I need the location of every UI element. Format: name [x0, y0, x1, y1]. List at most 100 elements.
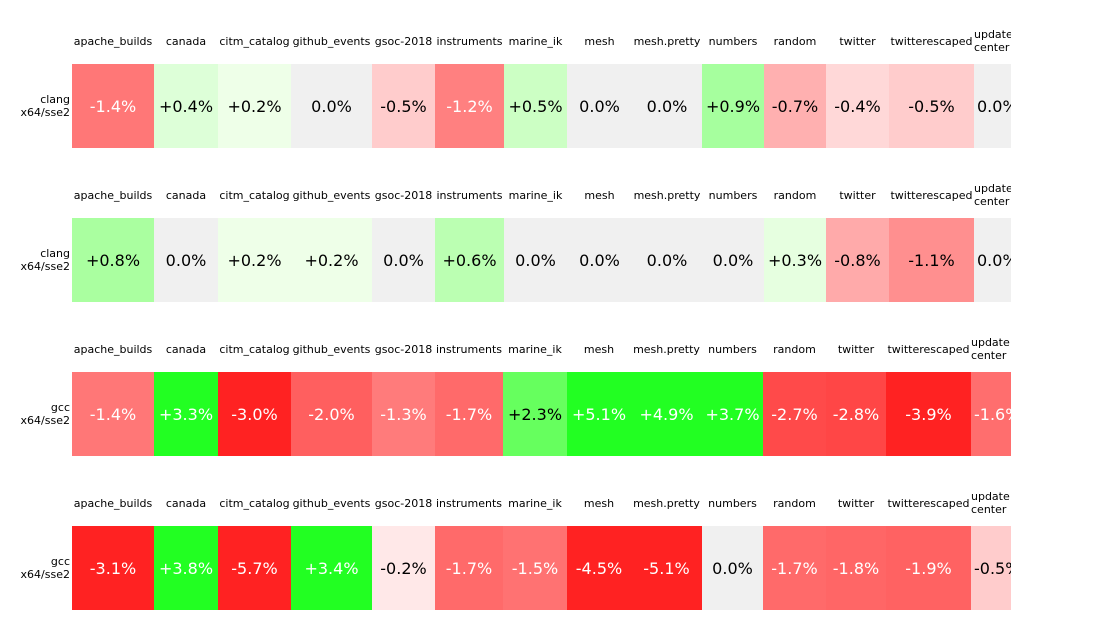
heatmap-cell: -4.5%	[567, 526, 631, 610]
heatmap-cell: 0.0%	[974, 218, 1011, 302]
heatmap-cell: -1.5%	[503, 526, 567, 610]
heatmap-cell: -2.8%	[826, 372, 886, 456]
column-header: twitter	[839, 189, 876, 202]
column-header: gsoc-2018	[374, 343, 433, 356]
heatmap-cell: -0.7%	[764, 64, 826, 148]
heatmap-cell: +3.3%	[154, 372, 218, 456]
heatmap-cell: +2.3%	[503, 372, 567, 456]
heatmap-cell: +0.6%	[435, 218, 504, 302]
column-header: update center	[971, 336, 1010, 362]
column-header: instruments	[435, 497, 503, 510]
heatmap-cell: -1.4%	[72, 64, 154, 148]
heatmap-cell: +0.5%	[504, 64, 567, 148]
column-header: update center	[974, 182, 1011, 208]
heatmap-cell: -5.1%	[631, 526, 702, 610]
heatmap-cell: -1.7%	[435, 372, 503, 456]
heatmap-cell: -0.5%	[971, 526, 1011, 610]
column-header: mesh	[583, 343, 615, 356]
column-header: canada	[165, 497, 207, 510]
heatmap-cell: +0.3%	[764, 218, 826, 302]
row-label-line: clang	[40, 93, 70, 106]
heatmap-cell: -1.2%	[435, 64, 504, 148]
row-label-line: clang	[40, 247, 70, 260]
column-header: numbers	[708, 343, 757, 356]
column-header: gsoc-2018	[374, 35, 433, 48]
column-header: twitterescaped	[890, 189, 973, 202]
heatmap-cell: -1.1%	[889, 218, 974, 302]
row-label-line: gcc	[50, 555, 70, 568]
column-header: canada	[165, 343, 207, 356]
column-header: twitterescaped	[887, 343, 970, 356]
column-header: numbers	[708, 497, 757, 510]
row-label: clang x64/sse2	[0, 93, 70, 119]
row-label-line: gcc	[50, 401, 70, 414]
column-header: mesh	[584, 35, 615, 48]
column-header: canada	[165, 35, 207, 48]
column-header: apache_builds	[73, 497, 153, 510]
column-header: twitterescaped	[890, 35, 973, 48]
heatmap-cell: 0.0%	[291, 64, 372, 148]
row-label-line: x64/sse2	[20, 568, 70, 581]
heatmap-cell: -2.0%	[291, 372, 372, 456]
column-header: random	[773, 189, 817, 202]
heatmap-cell: +0.2%	[218, 218, 291, 302]
heatmap-cell: 0.0%	[504, 218, 567, 302]
heatmap-cell: -0.5%	[372, 64, 435, 148]
heatmap-cell: -1.9%	[886, 526, 971, 610]
column-header: update center	[974, 28, 1011, 54]
heatmap-cell: +3.7%	[702, 372, 763, 456]
column-header: mesh	[584, 189, 615, 202]
column-header: apache_builds	[73, 35, 153, 48]
column-header: gsoc-2018	[374, 189, 433, 202]
row-label: gcc x64/sse2	[0, 555, 70, 581]
column-header: marine_ik	[508, 497, 562, 510]
row-label-line: x64/sse2	[20, 106, 70, 119]
column-header: citm_catalog	[219, 35, 290, 48]
heatmap-cell: +3.4%	[291, 526, 372, 610]
row-label-line: x64/sse2	[20, 414, 70, 427]
heatmap-cell: -3.0%	[218, 372, 291, 456]
heatmap-cell: -3.1%	[72, 526, 154, 610]
heatmap-cell: -2.7%	[763, 372, 826, 456]
column-header: numbers	[708, 189, 758, 202]
heatmap-cell: +0.9%	[702, 64, 764, 148]
column-header: apache_builds	[73, 189, 153, 202]
column-header: github_events	[292, 189, 371, 202]
heatmap-cell: +0.8%	[72, 218, 154, 302]
row-label-line: x64/sse2	[20, 260, 70, 273]
column-header: random	[773, 497, 816, 510]
column-header: instruments	[436, 189, 503, 202]
column-header: mesh.pretty	[633, 343, 700, 356]
column-header: marine_ik	[508, 343, 562, 356]
column-header: mesh	[583, 497, 615, 510]
heatmap-cell: -1.6%	[971, 372, 1011, 456]
column-header: twitter	[837, 497, 875, 510]
heatmap-cell: 0.0%	[632, 64, 702, 148]
heatmap-cell: +0.4%	[154, 64, 218, 148]
column-header: mesh.pretty	[633, 497, 700, 510]
heatmap-cell: 0.0%	[632, 218, 702, 302]
heatmap-cell: -0.8%	[826, 218, 889, 302]
column-header: gsoc-2018	[374, 497, 433, 510]
heatmap-cell: -5.7%	[218, 526, 291, 610]
column-header: update center	[971, 490, 1010, 516]
column-header: mesh.pretty	[633, 35, 701, 48]
heatmap-cell: 0.0%	[567, 218, 632, 302]
heatmap-cell: -0.2%	[372, 526, 435, 610]
column-header: random	[773, 343, 816, 356]
heatmap-cell: 0.0%	[567, 64, 632, 148]
column-header: marine_ik	[508, 189, 563, 202]
heatmap-cell: 0.0%	[702, 218, 764, 302]
heatmap-cell: 0.0%	[154, 218, 218, 302]
heatmap-cell: 0.0%	[702, 526, 763, 610]
heatmap-cell: -1.4%	[72, 372, 154, 456]
heatmap-cell: -1.8%	[826, 526, 886, 610]
column-header: instruments	[435, 343, 503, 356]
column-header: marine_ik	[508, 35, 563, 48]
heatmap-cell: +3.8%	[154, 526, 218, 610]
heatmap-cell: +0.2%	[218, 64, 291, 148]
column-header: twitter	[837, 343, 875, 356]
row-label: gcc x64/sse2	[0, 401, 70, 427]
row-label: clang x64/sse2	[0, 247, 70, 273]
